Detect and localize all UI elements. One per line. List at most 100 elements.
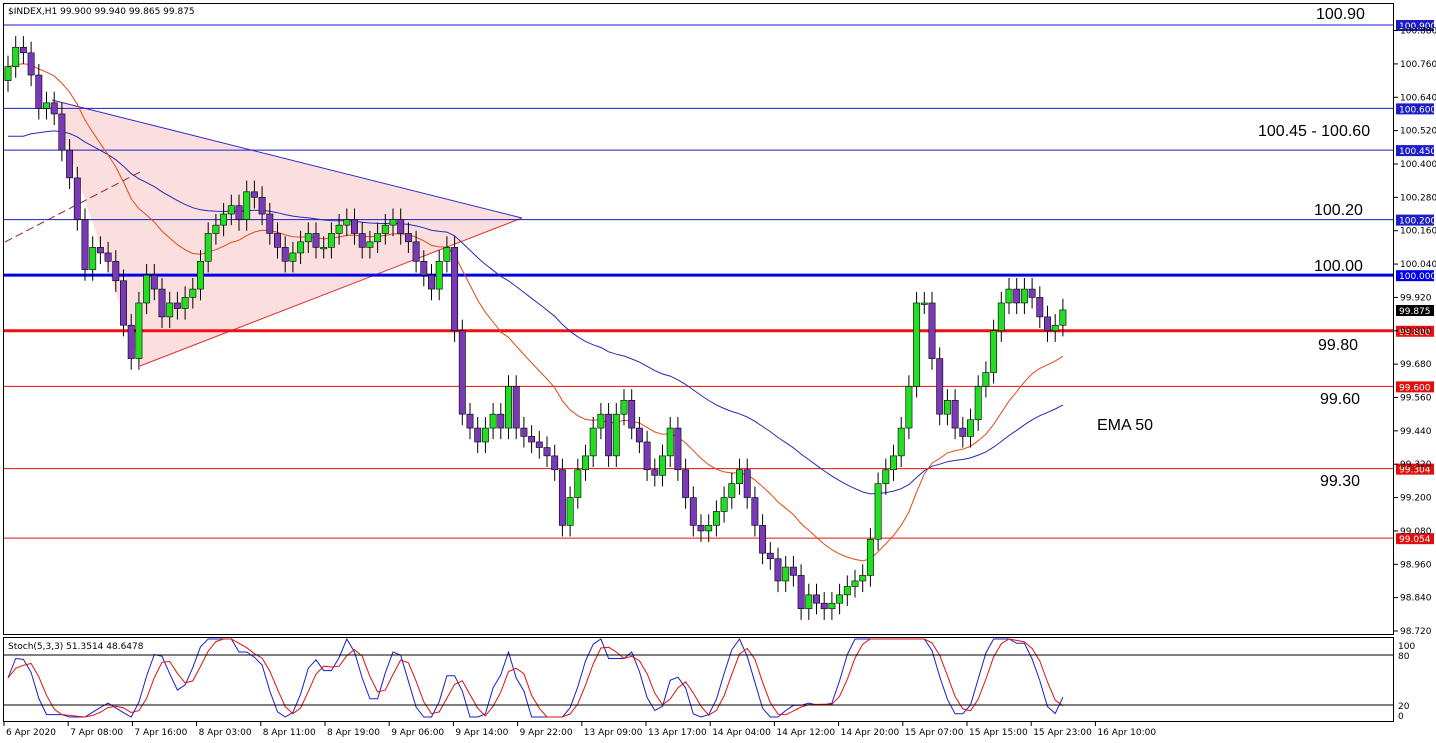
candle-body [320,247,328,250]
candles [4,36,1067,620]
x-tick-label: 6 Apr 2020 [6,728,56,738]
y-tick-label: 99.920 [1400,293,1432,303]
candle-body [635,427,643,443]
candle-body [813,594,820,604]
x-tick-label: 7 Apr 16:00 [134,728,187,738]
candle-body [959,427,967,437]
candle-body [897,427,905,457]
candle-body [96,247,104,254]
candle-body [974,386,982,421]
x-tick-label: 8 Apr 19:00 [327,728,380,738]
candle-body [127,324,135,359]
candle-body [112,260,120,282]
candle-body [189,288,197,298]
candle-body [497,413,505,429]
candle-body [351,219,358,234]
candle-body [882,469,890,484]
level-tag-label: 99.800 [1399,328,1431,338]
candle-body [866,538,874,576]
candle-body [797,575,805,610]
candle-body [135,302,143,359]
candle-body [520,427,528,437]
candle-body [774,558,782,582]
candle-body [589,427,597,457]
candle-body [1036,297,1044,318]
candle-body [1013,288,1021,304]
annotation-99-80: 99.80 [1318,337,1358,354]
candle-body [481,427,489,443]
candle-body [212,224,220,234]
candle-body [743,469,751,498]
y-tick-label: 99.560 [1400,393,1432,403]
candle-body [420,260,428,276]
y-tick-label: 99.800 [1400,327,1432,337]
candle-body [343,219,351,226]
x-tick-label: 14 Apr 12:00 [776,728,835,738]
stoch-panel-frame [3,637,1394,722]
candle-body [836,594,844,604]
candle-body [674,427,682,471]
y-tick-label: 99.680 [1400,360,1432,370]
stoch-level-0: 0 [1398,712,1404,722]
candle-body [312,233,320,248]
candle-body [751,497,759,526]
y-tick-label: 100.160 [1400,227,1436,237]
candle-body [689,497,697,526]
candle-body [397,219,405,234]
stochastic-lines [7,637,1064,718]
candle-body [612,413,620,457]
candle-body [582,455,589,471]
candle-body [759,525,767,554]
stoch-header: Stoch(5,3,3) 51.3514 48.6478 [8,642,144,652]
y-tick-label: 100.760 [1400,60,1436,70]
candle-body [466,413,474,429]
candle-body [73,177,81,220]
x-tick-label: 15 Apr 07:00 [905,728,964,738]
candle-body [220,213,228,226]
x-tick-label: 13 Apr 09:00 [584,728,643,738]
candle-body [258,197,266,215]
y-tick-label: 100.640 [1400,93,1436,103]
x-tick-label: 16 Apr 10:00 [1097,728,1156,738]
candle-body [50,102,58,115]
candle-body [682,469,690,498]
candle-body [274,233,281,248]
triangle-lower-line [139,217,523,367]
level-tag-label: 99.054 [1399,535,1431,545]
y-tick-label: 100.280 [1400,193,1436,203]
candle-body [1020,288,1028,304]
candle-body [997,302,1005,332]
candle-body [458,330,466,415]
y-tick-label: 98.840 [1400,594,1432,604]
candle-body [528,436,536,443]
candle-body [651,469,659,476]
candle-body [643,441,651,471]
candle-body [666,427,674,457]
candle-body [304,233,312,243]
level-tag-label: 100.600 [1399,105,1436,115]
level-tag-label: 100.000 [1399,272,1436,282]
current-price-tag [1396,305,1434,316]
x-tick-label: 9 Apr 06:00 [391,728,444,738]
x-tick-label: 8 Apr 03:00 [199,728,252,738]
candle-body [235,205,243,220]
x-tick-label: 8 Apr 11:00 [263,728,316,738]
annotation-100-45-100-60: 100.45 - 100.60 [1258,123,1370,140]
candle-body [920,302,928,305]
candle-body [967,419,974,437]
level-tag [1396,145,1434,157]
candle-body [851,580,859,587]
candle-body [628,399,636,429]
candle-body [166,302,174,318]
candle-body [928,302,936,359]
candle-body [27,52,35,76]
candle-body [890,455,897,471]
level-tag [1396,533,1434,545]
annotation-100-90: 100.90 [1316,6,1365,23]
candle-body [913,302,921,387]
annotation-99-30: 99.30 [1320,473,1360,490]
stoch-level-100: 100 [1398,642,1415,652]
candle-body [227,205,235,215]
x-tick-label: 14 Apr 04:00 [712,728,771,738]
level-lines: 100.900 100.600 100.450 100.200 100.000 99.80… [4,20,1436,545]
